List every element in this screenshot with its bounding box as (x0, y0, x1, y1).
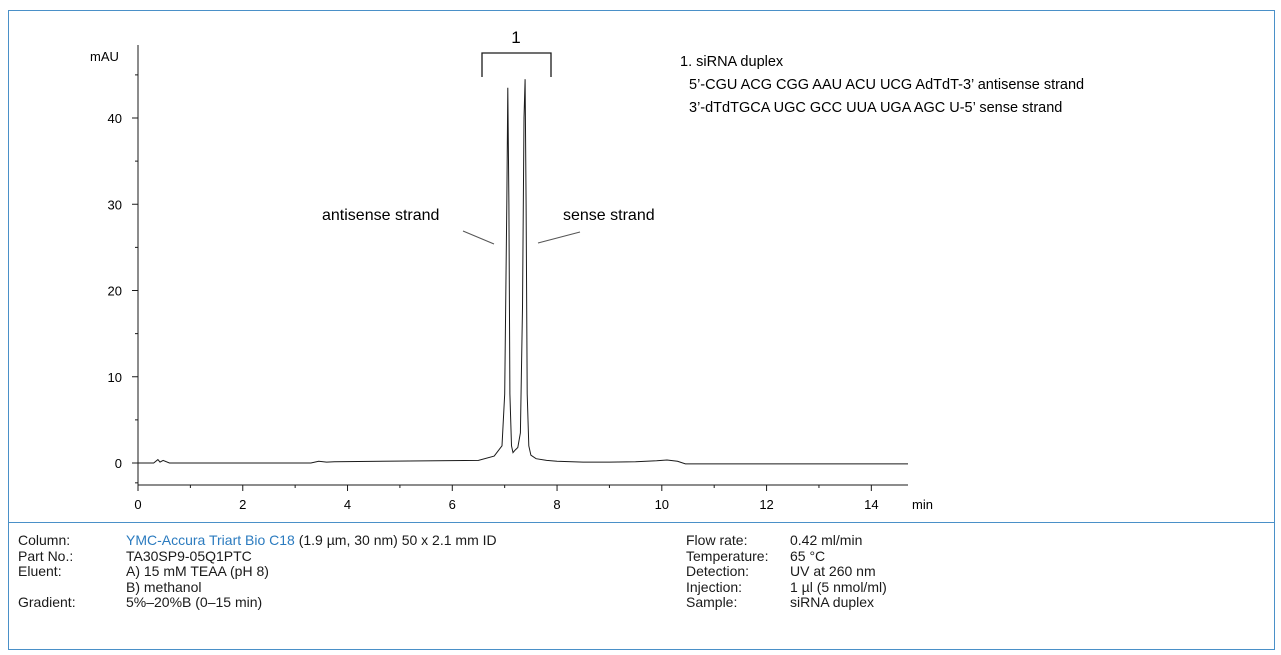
x-tick-label: 4 (344, 497, 351, 512)
x-tick-label: 12 (759, 497, 773, 512)
condition-label: Flow rate: (686, 532, 748, 548)
y-tick-label: 10 (108, 370, 122, 385)
sense-annotation: sense strand (563, 207, 655, 224)
condition-value: 5%–20%B (0–15 min) (126, 594, 263, 610)
x-tick-label: 8 (553, 497, 560, 512)
condition-label: Sample: (686, 594, 738, 610)
condition-value: 0.42 ml/min (790, 532, 863, 548)
x-tick-label: 6 (449, 497, 456, 512)
condition-label: Injection: (686, 578, 743, 595)
condition-row-eluent: Eluent: A) 15 mM TEAA (pH 8) (18, 563, 658, 580)
y-tick-label: 0 (115, 456, 122, 471)
legend-line-2: 5’-CGU ACG CGG AAU ACU UCG AdTdT-3’ anti… (689, 77, 1084, 93)
condition-label: Column: (18, 532, 71, 548)
condition-row-column: Column: YMC-Accura Triart Bio C18 (1.9 µ… (18, 532, 658, 549)
section-divider (8, 522, 1275, 523)
chromatogram-trace (138, 79, 908, 465)
x-tick-label: 2 (239, 497, 246, 512)
condition-label: Temperature: (686, 547, 769, 564)
condition-value: UV at 260 nm (790, 563, 876, 579)
condition-value: B) methanol (126, 578, 202, 595)
condition-row-sample: Sample: siRNA duplex (686, 594, 986, 611)
condition-row-detection: Detection: UV at 260 nm (686, 563, 986, 580)
condition-value: YMC-Accura Triart Bio C18 (1.9 µm, 30 nm… (126, 532, 497, 549)
condition-value: 65 °C (790, 547, 826, 564)
peak-number-label: 1 (511, 28, 520, 47)
condition-row-gradient: Gradient: 5%–20%B (0–15 min) (18, 594, 658, 611)
x-tick-label: 0 (134, 497, 141, 512)
column-spec: (1.9 µm, 30 nm) 50 x 2.1 mm ID (294, 532, 497, 548)
condition-row-partno: Part No.: TA30SP9-05Q1PTC (18, 547, 658, 565)
column-product-link[interactable]: YMC-Accura Triart Bio C18 (126, 532, 295, 548)
condition-label: Gradient: (18, 594, 76, 610)
chromatogram-chart: 0 10 20 30 40 0 2 4 6 8 10 12 14 mAU min 1 antisense… (90, 28, 1084, 512)
antisense-annotation: antisense strand (322, 207, 439, 224)
condition-label: Detection: (686, 563, 750, 579)
peak-bracket (481, 52, 552, 77)
condition-row-injection: Injection: 1 µl (5 nmol/ml) (686, 578, 986, 596)
condition-label: Eluent: (18, 563, 62, 579)
x-tick-label: 10 (655, 497, 669, 512)
y-axis-unit-label: mAU (90, 49, 119, 64)
legend-line-3: 3’-dTdTGCA UGC GCC UUA UGA AGC U-5’ sens… (689, 100, 1062, 116)
condition-row-flow: Flow rate: 0.42 ml/min (686, 532, 986, 549)
condition-row-eluent-b: B) methanol (18, 578, 658, 596)
antisense-pointer (462, 230, 495, 245)
sense-pointer (537, 231, 581, 244)
y-tick-label: 20 (108, 284, 122, 299)
condition-value: TA30SP9-05Q1PTC (126, 547, 252, 564)
legend-line-1: 1. siRNA duplex (680, 54, 784, 70)
figure-frame (8, 10, 1275, 650)
chart-ticks: 0 10 20 30 40 0 2 4 6 8 10 12 14 (108, 74, 879, 512)
x-axis-unit-label: min (912, 497, 933, 512)
condition-value: A) 15 mM TEAA (pH 8) (126, 563, 269, 579)
condition-value: 1 µl (5 nmol/ml) (790, 578, 887, 595)
y-tick-label: 30 (108, 197, 122, 212)
y-tick-label: 40 (108, 111, 122, 126)
condition-value: siRNA duplex (790, 594, 875, 610)
condition-label: Part No.: (18, 547, 74, 564)
x-tick-label: 14 (864, 497, 878, 512)
condition-row-temperature: Temperature: 65 °C (686, 547, 986, 565)
